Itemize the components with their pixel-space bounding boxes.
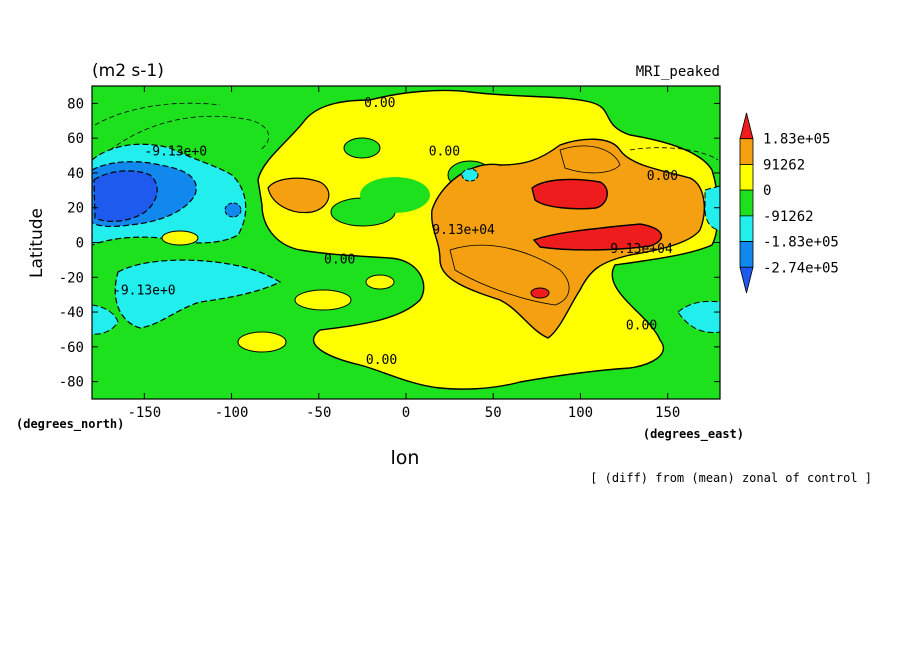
y-units-label: (degrees_north): [16, 417, 124, 432]
x-axis: -150 -100 -50 0 50 100 150: [127, 86, 680, 421]
legend-swatch: [739, 189, 754, 217]
contour-labels: 0.00 0.00 0.00 0.00 0.00 0.00 -9.13e+0 -9.13e+0…: [113, 96, 678, 368]
legend-label: -91262: [763, 209, 814, 225]
region-cyan-southwest: [114, 259, 282, 329]
legend-label: 91262: [763, 157, 805, 173]
x-tick-label: -50: [306, 405, 331, 421]
y-tick-label: -80: [59, 375, 84, 391]
contour-label: 0.00: [324, 252, 355, 267]
x-axis-label: lon: [391, 447, 420, 469]
contour-label: 0.00: [626, 318, 657, 333]
x-units-label: (degrees_east): [643, 427, 744, 442]
y-tick-label: -60: [59, 340, 84, 356]
plot-field: [92, 86, 720, 399]
legend-swatch: [739, 138, 754, 165]
region-orange-west: [267, 177, 330, 214]
y-tick-label: -20: [59, 270, 84, 286]
y-tick-label: 40: [67, 166, 84, 182]
legend-swatch: [739, 164, 754, 191]
contour-label: 9.13e+04: [610, 242, 673, 257]
region-yellow-island-3: [365, 274, 395, 290]
y-tick-label: 60: [67, 131, 84, 147]
contour-solid-1: [449, 244, 570, 306]
contour-label: -9.13e+0: [144, 145, 207, 160]
region-cyan-farwest: [92, 304, 119, 335]
x-tick-label: 100: [568, 405, 593, 421]
contour-solid-2: [559, 145, 621, 174]
footnote: [ (diff) from (mean) zonal of control ]: [590, 471, 872, 485]
legend-swatch: [739, 266, 754, 294]
region-red-equator: [532, 223, 663, 251]
y-tick-label: 80: [67, 96, 84, 112]
y-tick-label: -40: [59, 305, 84, 321]
legend-label: -1.83e+05: [763, 235, 839, 251]
contour-dashed-3: [629, 147, 719, 161]
contour-dashed-2: [94, 102, 221, 126]
chart-title: (m2 s-1): [92, 61, 164, 81]
region-green-hole-2: [343, 137, 381, 159]
region-red-north: [531, 178, 608, 210]
region-darkblue-northwest: [93, 170, 158, 222]
contour-label: 0.00: [647, 169, 678, 184]
region-blue-spot: [224, 202, 242, 218]
region-yellow-island-1: [294, 289, 352, 311]
y-tick-label: 0: [76, 236, 84, 252]
contour-label: 0.00: [366, 353, 397, 368]
region-green-hole-4: [360, 177, 430, 213]
region-cyan-fareast: [677, 300, 720, 333]
x-tick-label: -150: [127, 405, 161, 421]
legend-swatch: [739, 241, 754, 268]
x-tick-label: -100: [215, 405, 249, 421]
region-yellow-island-2: [237, 331, 287, 353]
legend-swatch: [739, 215, 754, 242]
y-axis-label: Latitude: [27, 208, 47, 278]
legend-swatch: [739, 112, 754, 140]
legend-label: 0: [763, 183, 771, 199]
legend-label: -2.74e+05: [763, 260, 839, 276]
contour-label: 0.00: [364, 96, 395, 111]
contour-label: 0.00: [429, 145, 460, 160]
x-tick-label: 50: [485, 405, 502, 421]
contour-dashed-1: [109, 115, 270, 151]
legend: 1.83e+05 91262 0 -91262 -1.83e+05 -2.74e+05: [739, 112, 839, 294]
contour-label: -9.13e+0: [113, 284, 176, 299]
x-tick-label: 150: [655, 405, 680, 421]
region-yellow-spot-west: [161, 230, 199, 246]
legend-label: 1.83e+05: [763, 132, 830, 148]
y-axis: 80 60 40 20 0 -20 -40 -60 -80: [59, 96, 720, 391]
chart-subtitle: MRI_peaked: [636, 64, 720, 80]
x-tick-label: 0: [402, 405, 410, 421]
contour-label: 9.13e+04: [432, 223, 495, 238]
region-cyan-spot: [461, 168, 479, 182]
y-tick-label: 20: [67, 201, 84, 217]
region-red-small: [530, 287, 550, 299]
region-cyan-east-edge: [704, 185, 720, 231]
